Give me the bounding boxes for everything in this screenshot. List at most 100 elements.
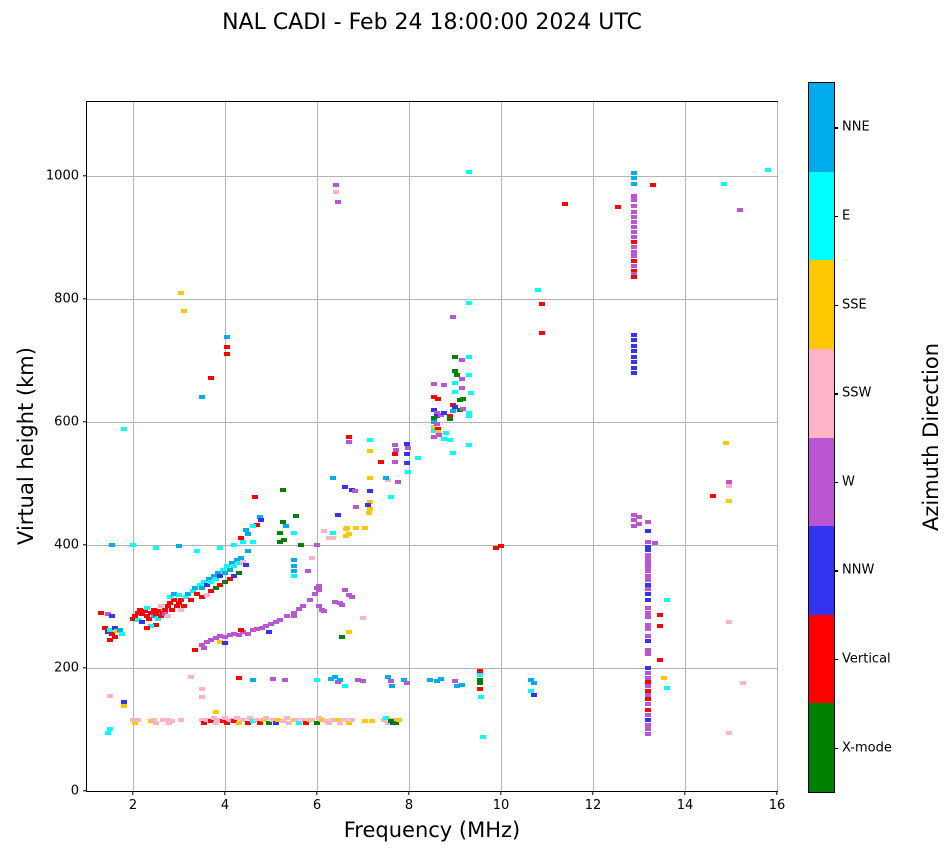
data-point — [645, 688, 652, 693]
data-point — [247, 716, 254, 721]
data-point — [459, 406, 466, 411]
data-point — [208, 637, 215, 642]
data-point — [383, 716, 389, 721]
data-point — [348, 718, 355, 723]
data-point — [254, 717, 261, 722]
data-point — [249, 678, 256, 683]
data-point — [311, 592, 318, 597]
data-point — [265, 720, 272, 725]
data-point — [284, 614, 291, 619]
data-point — [325, 721, 332, 726]
data-point — [111, 635, 118, 640]
data-point — [465, 373, 472, 378]
data-point — [171, 592, 178, 597]
data-point — [176, 593, 182, 598]
colorbar-axis-label: Azimuth Direction — [919, 342, 943, 532]
data-point — [196, 582, 203, 587]
data-point — [307, 598, 314, 603]
data-point — [318, 718, 325, 723]
data-point — [334, 680, 341, 685]
data-point — [645, 722, 652, 727]
x-tick-label-12: 12 — [584, 798, 602, 813]
data-point — [403, 442, 410, 447]
data-point — [447, 413, 454, 418]
data-point — [210, 573, 217, 578]
data-point — [645, 587, 652, 592]
data-point — [341, 684, 348, 689]
data-point — [240, 539, 247, 544]
data-point — [300, 603, 307, 608]
data-point — [238, 627, 245, 632]
x-tick-label-10: 10 — [492, 798, 510, 813]
data-point — [341, 485, 348, 490]
data-point — [194, 592, 201, 597]
data-point — [615, 204, 622, 209]
y-tick-800 — [83, 298, 87, 300]
data-point — [353, 504, 360, 509]
data-point — [404, 445, 411, 450]
data-point — [362, 719, 369, 724]
data-point — [737, 207, 744, 212]
data-point — [302, 720, 309, 725]
data-point — [645, 557, 652, 562]
data-point — [249, 524, 256, 529]
data-point — [631, 230, 638, 235]
data-point — [404, 470, 411, 475]
data-point — [104, 730, 111, 735]
data-point — [265, 630, 272, 635]
data-point — [645, 647, 652, 652]
data-point — [631, 198, 638, 203]
data-point — [431, 381, 438, 386]
x-tick-label-4: 4 — [220, 798, 230, 813]
data-point — [645, 560, 652, 565]
data-point — [403, 681, 410, 686]
data-point — [192, 647, 199, 652]
data-point — [240, 630, 247, 635]
data-point — [199, 695, 205, 700]
data-point — [153, 611, 159, 616]
data-point — [440, 410, 447, 415]
data-point — [132, 721, 139, 726]
data-point — [277, 617, 284, 622]
data-point — [120, 704, 127, 709]
data-point — [279, 487, 286, 492]
data-point — [332, 599, 339, 604]
data-point — [263, 624, 270, 629]
data-point — [104, 630, 111, 635]
data-point — [325, 535, 332, 540]
data-point — [645, 552, 652, 557]
data-point — [435, 433, 442, 438]
data-point — [725, 730, 732, 735]
data-point — [477, 669, 484, 674]
data-point — [107, 693, 113, 698]
data-point — [663, 598, 670, 603]
data-point — [645, 633, 652, 638]
data-point — [360, 616, 366, 621]
data-point — [235, 676, 242, 681]
data-point — [458, 683, 465, 688]
data-point — [631, 245, 638, 250]
data-point — [534, 287, 541, 292]
x-tick-12 — [592, 791, 594, 795]
colorbar-tick-x-mode — [834, 747, 838, 750]
data-point — [203, 717, 210, 722]
plot-area: 2 4 6 8 10 12 14 16 0 200 400 600 800 1000 — [46, 101, 785, 813]
data-point — [366, 438, 373, 443]
data-point — [392, 443, 399, 448]
data-point — [280, 538, 287, 542]
data-point — [449, 315, 456, 320]
data-point — [178, 607, 185, 612]
data-point — [447, 416, 454, 421]
data-point — [235, 561, 242, 566]
data-point — [631, 365, 638, 370]
data-point — [531, 680, 538, 685]
data-point — [645, 606, 652, 611]
data-point — [631, 240, 638, 245]
data-point — [224, 720, 231, 725]
data-point — [337, 720, 343, 725]
x-tick-label-2: 2 — [128, 798, 138, 813]
data-point — [465, 442, 472, 447]
x-tick-2 — [132, 791, 134, 795]
data-point — [148, 624, 155, 629]
data-point — [656, 613, 663, 618]
